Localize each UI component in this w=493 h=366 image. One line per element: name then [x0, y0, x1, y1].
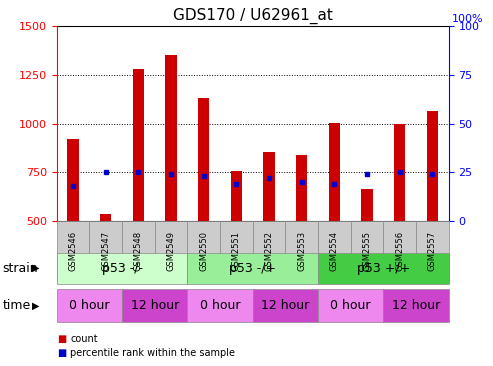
Bar — [361, 189, 373, 221]
Bar — [165, 55, 176, 221]
Text: GSM2549: GSM2549 — [167, 231, 176, 271]
Bar — [231, 171, 242, 221]
Text: p53 +/+: p53 +/+ — [356, 262, 410, 274]
Text: p53 -/-: p53 -/- — [102, 262, 142, 274]
Text: GSM2551: GSM2551 — [232, 231, 241, 271]
Text: GSM2550: GSM2550 — [199, 231, 208, 271]
Text: ▶: ▶ — [32, 263, 40, 273]
Bar — [133, 69, 144, 221]
Text: 12 hour: 12 hour — [131, 299, 179, 312]
Bar — [329, 123, 340, 221]
Text: GSM2557: GSM2557 — [428, 231, 437, 271]
Text: GSM2547: GSM2547 — [101, 231, 110, 271]
Bar — [198, 98, 210, 221]
Text: count: count — [70, 333, 98, 344]
Bar — [426, 111, 438, 221]
Text: 100%: 100% — [452, 14, 483, 24]
Bar — [100, 214, 111, 221]
Bar — [296, 155, 307, 221]
Bar — [263, 152, 275, 221]
Text: ▶: ▶ — [32, 300, 40, 311]
Text: ■: ■ — [57, 348, 66, 358]
Text: ■: ■ — [57, 333, 66, 344]
Bar — [394, 124, 405, 221]
Text: percentile rank within the sample: percentile rank within the sample — [70, 348, 236, 358]
Text: time: time — [2, 299, 31, 312]
Text: p53 -/+: p53 -/+ — [229, 262, 276, 274]
Text: GSM2553: GSM2553 — [297, 231, 306, 271]
Bar — [68, 139, 79, 221]
Text: 0 hour: 0 hour — [200, 299, 240, 312]
Text: GSM2555: GSM2555 — [362, 231, 372, 271]
Text: GSM2546: GSM2546 — [69, 231, 77, 271]
Text: 12 hour: 12 hour — [261, 299, 310, 312]
Text: GSM2556: GSM2556 — [395, 231, 404, 271]
Text: 0 hour: 0 hour — [330, 299, 371, 312]
Title: GDS170 / U62961_at: GDS170 / U62961_at — [173, 8, 333, 24]
Text: 0 hour: 0 hour — [69, 299, 109, 312]
Text: strain: strain — [2, 262, 38, 274]
Text: 12 hour: 12 hour — [392, 299, 440, 312]
Text: GSM2552: GSM2552 — [264, 231, 274, 271]
Text: GSM2554: GSM2554 — [330, 231, 339, 271]
Text: GSM2548: GSM2548 — [134, 231, 143, 271]
